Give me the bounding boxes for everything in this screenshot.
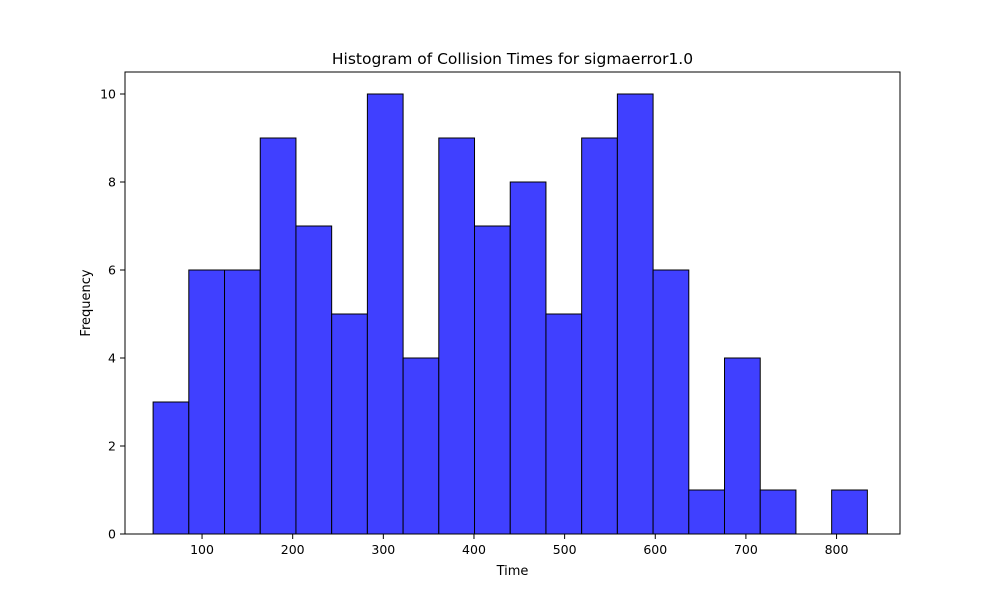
histogram-bar (402, 357, 440, 535)
histogram-bar (259, 137, 297, 535)
histogram-bar (652, 269, 690, 535)
x-tick-label: 700 (734, 542, 758, 557)
x-axis-label: Time (496, 564, 529, 579)
histogram-bar (224, 269, 261, 535)
histogram-bar (509, 181, 547, 535)
x-tick-label: 500 (553, 542, 577, 557)
histogram-bar (152, 401, 190, 535)
histogram-bar (759, 489, 797, 535)
x-tick-label: 100 (190, 542, 214, 557)
histogram-bar (295, 225, 333, 535)
histogram-bar (616, 93, 654, 535)
x-axis-ticks: 100 200 300 400 500 600 700 800 (190, 534, 849, 557)
plot-frame (124, 71, 901, 535)
histogram-bar (188, 269, 226, 535)
histogram-bar (724, 357, 761, 535)
y-tick-label: 4 (108, 351, 116, 366)
y-tick-label: 2 (108, 439, 116, 454)
y-axis-ticks: 0 2 4 6 8 10 (100, 87, 125, 542)
histogram-bar (545, 313, 583, 535)
histogram-bar (366, 93, 404, 535)
chart-title: Histogram of Collision Times for sigmaer… (332, 50, 693, 68)
y-axis-label: Frequency (79, 269, 94, 336)
x-tick-label: 200 (281, 542, 305, 557)
histogram-bar (474, 225, 511, 535)
y-tick-label: 10 (100, 87, 116, 102)
histogram-bar (831, 489, 868, 535)
x-tick-label: 600 (643, 542, 667, 557)
y-tick-label: 8 (108, 175, 116, 190)
bars-group (152, 93, 868, 535)
histogram-bar (688, 489, 726, 535)
x-tick-label: 800 (825, 542, 849, 557)
y-tick-label: 0 (108, 527, 116, 542)
y-tick-label: 6 (108, 263, 116, 278)
x-tick-label: 400 (462, 542, 486, 557)
histogram-bar (438, 137, 476, 535)
histogram-bar (581, 137, 618, 535)
histogram-bar (331, 313, 368, 535)
x-tick-label: 300 (371, 542, 395, 557)
